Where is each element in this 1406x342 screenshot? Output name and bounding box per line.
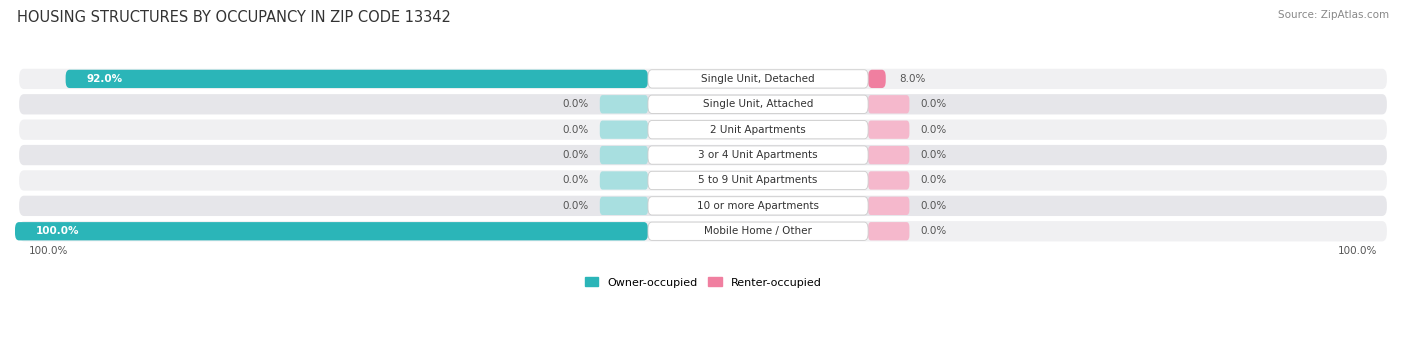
Text: 0.0%: 0.0% (921, 175, 946, 185)
FancyBboxPatch shape (868, 171, 910, 189)
FancyBboxPatch shape (868, 197, 910, 215)
FancyBboxPatch shape (66, 70, 648, 88)
Text: 10 or more Apartments: 10 or more Apartments (697, 201, 820, 211)
Text: 0.0%: 0.0% (562, 175, 589, 185)
Text: Single Unit, Detached: Single Unit, Detached (702, 74, 815, 84)
FancyBboxPatch shape (868, 146, 910, 164)
FancyBboxPatch shape (20, 196, 1386, 216)
FancyBboxPatch shape (648, 171, 868, 189)
FancyBboxPatch shape (600, 120, 648, 139)
Text: 100.0%: 100.0% (1339, 246, 1378, 256)
FancyBboxPatch shape (600, 171, 648, 189)
Text: 100.0%: 100.0% (35, 226, 79, 236)
FancyBboxPatch shape (868, 70, 886, 88)
Text: 0.0%: 0.0% (562, 150, 589, 160)
FancyBboxPatch shape (648, 120, 868, 139)
FancyBboxPatch shape (648, 95, 868, 114)
FancyBboxPatch shape (20, 221, 1386, 241)
FancyBboxPatch shape (600, 197, 648, 215)
FancyBboxPatch shape (20, 119, 1386, 140)
FancyBboxPatch shape (868, 222, 910, 240)
Text: 2 Unit Apartments: 2 Unit Apartments (710, 125, 806, 135)
Text: 5 to 9 Unit Apartments: 5 to 9 Unit Apartments (699, 175, 818, 185)
Text: 0.0%: 0.0% (921, 99, 946, 109)
FancyBboxPatch shape (20, 94, 1386, 115)
Text: 8.0%: 8.0% (900, 74, 927, 84)
Text: 0.0%: 0.0% (562, 125, 589, 135)
Text: 3 or 4 Unit Apartments: 3 or 4 Unit Apartments (699, 150, 818, 160)
FancyBboxPatch shape (868, 95, 910, 114)
FancyBboxPatch shape (648, 197, 868, 215)
FancyBboxPatch shape (600, 95, 648, 114)
Text: 0.0%: 0.0% (921, 226, 946, 236)
FancyBboxPatch shape (20, 69, 1386, 89)
FancyBboxPatch shape (600, 146, 648, 164)
Text: 0.0%: 0.0% (921, 150, 946, 160)
Text: Single Unit, Attached: Single Unit, Attached (703, 99, 813, 109)
Text: 0.0%: 0.0% (562, 201, 589, 211)
FancyBboxPatch shape (648, 70, 868, 88)
Text: 0.0%: 0.0% (921, 125, 946, 135)
FancyBboxPatch shape (648, 222, 868, 240)
Text: Mobile Home / Other: Mobile Home / Other (704, 226, 813, 236)
Text: 92.0%: 92.0% (86, 74, 122, 84)
FancyBboxPatch shape (868, 120, 910, 139)
FancyBboxPatch shape (15, 222, 648, 240)
Text: Source: ZipAtlas.com: Source: ZipAtlas.com (1278, 10, 1389, 20)
FancyBboxPatch shape (20, 145, 1386, 165)
FancyBboxPatch shape (648, 146, 868, 164)
FancyBboxPatch shape (20, 170, 1386, 190)
Text: 0.0%: 0.0% (921, 201, 946, 211)
Legend: Owner-occupied, Renter-occupied: Owner-occupied, Renter-occupied (581, 273, 825, 292)
Text: 100.0%: 100.0% (28, 246, 67, 256)
Text: 0.0%: 0.0% (562, 99, 589, 109)
Text: HOUSING STRUCTURES BY OCCUPANCY IN ZIP CODE 13342: HOUSING STRUCTURES BY OCCUPANCY IN ZIP C… (17, 10, 451, 25)
